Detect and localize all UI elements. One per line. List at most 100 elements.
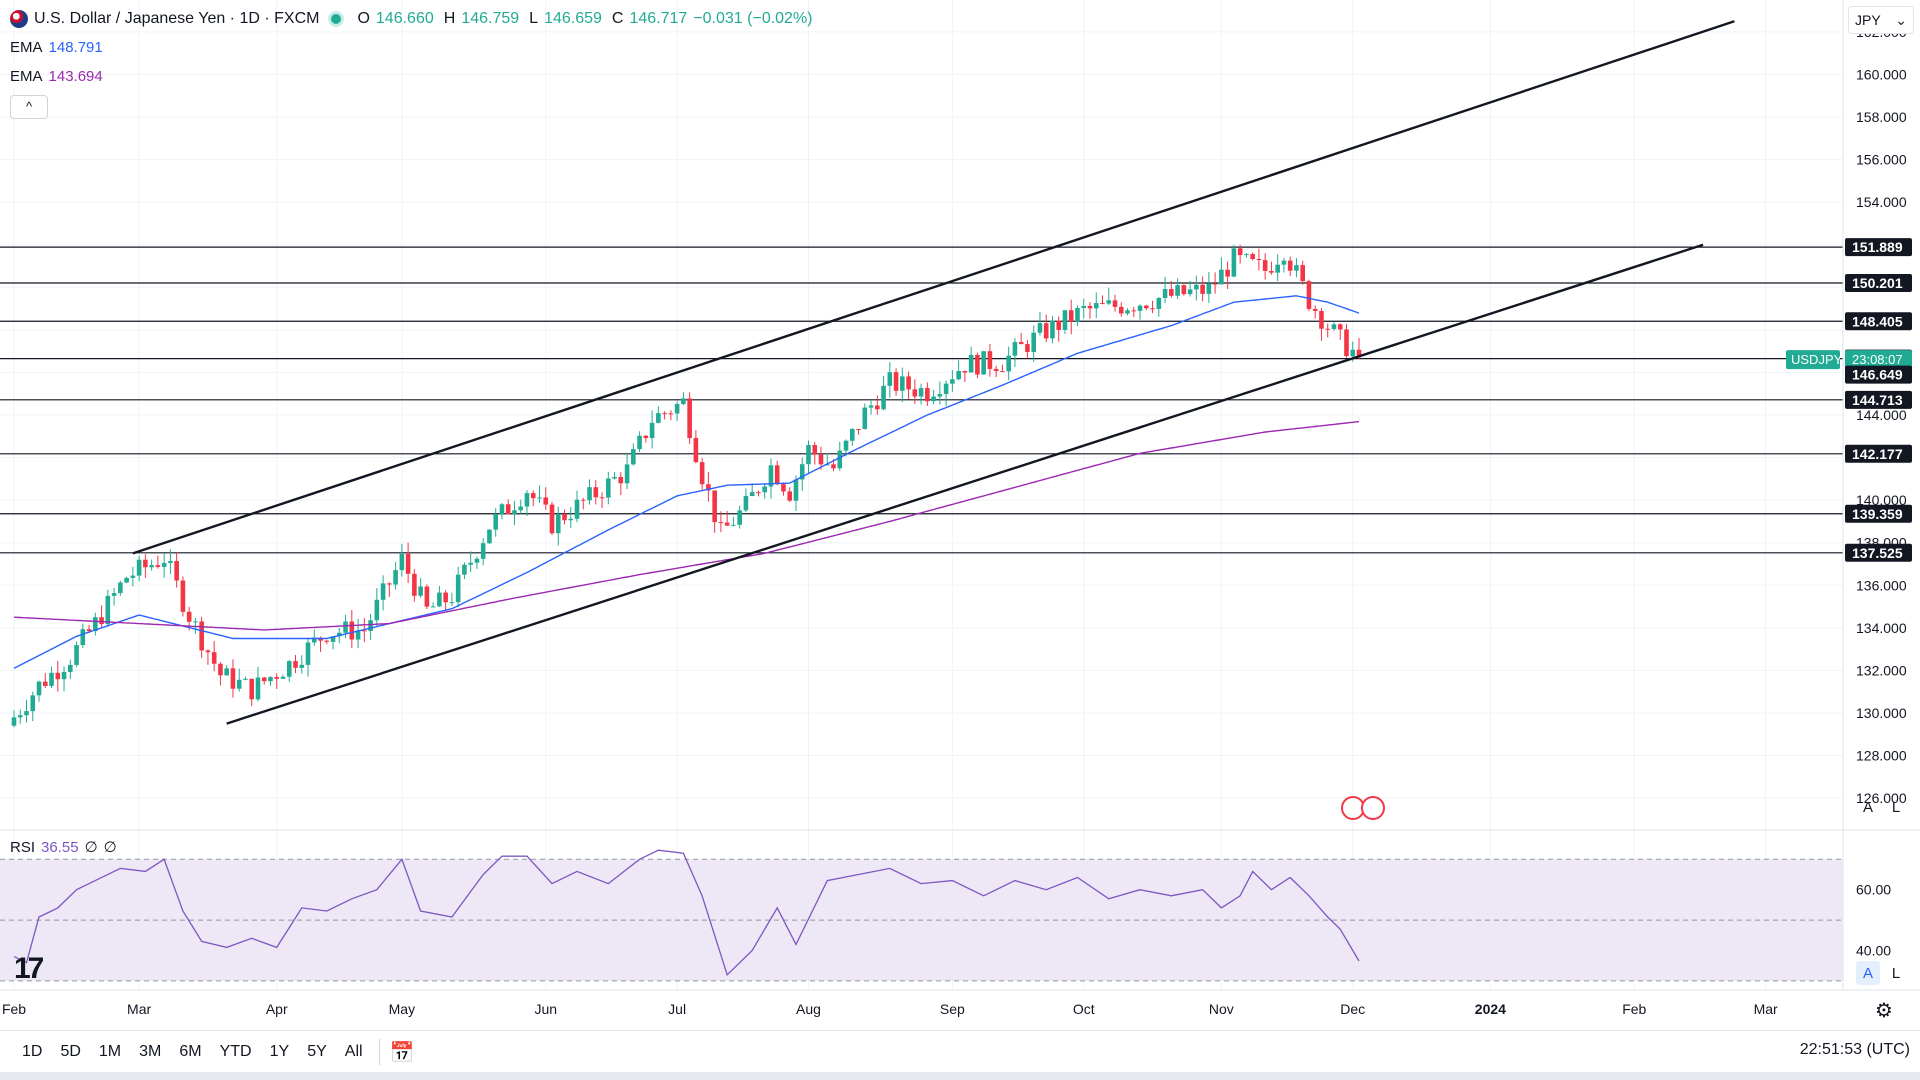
time-tick-label: Mar xyxy=(127,1001,151,1017)
price-tick-label: 128.000 xyxy=(1856,748,1907,764)
candle xyxy=(868,405,874,408)
candle xyxy=(768,465,774,487)
symbol-tag-label: USDJPY xyxy=(1791,352,1843,367)
candle xyxy=(61,672,67,680)
rsi-legend[interactable]: RSI 36.55 ∅ ∅ xyxy=(10,838,117,856)
candle xyxy=(1056,320,1062,330)
candle xyxy=(774,465,780,485)
symbol-title[interactable]: U.S. Dollar / Japanese Yen · 1D · FXCM xyxy=(34,10,320,27)
range-ytd-button[interactable]: YTD xyxy=(219,1043,252,1060)
low-value: 146.659 xyxy=(544,10,602,27)
currency-select[interactable]: JPY ⌄ xyxy=(1848,6,1914,34)
candle xyxy=(136,559,142,576)
candle xyxy=(731,524,736,526)
time-tick-label: Feb xyxy=(1622,1001,1646,1017)
candle xyxy=(681,398,686,405)
lower-channel-trendline xyxy=(226,243,1704,725)
candle xyxy=(255,677,261,700)
range-6m-button[interactable]: 6M xyxy=(179,1043,202,1060)
settings-gear-icon[interactable]: ⚙ xyxy=(1875,999,1893,1022)
candle xyxy=(1244,254,1249,256)
log-scale-button[interactable]: L xyxy=(1891,798,1901,816)
candle xyxy=(1156,298,1162,309)
utc-clock[interactable]: 22:51:53 (UTC) xyxy=(1799,1041,1910,1058)
chart-legend: U.S. Dollar / Japanese Yen · 1D · FXCM O… xyxy=(10,8,813,119)
rsi-log-scale-button[interactable]: L xyxy=(1891,964,1901,982)
candle xyxy=(631,449,636,465)
auto-scale-button[interactable]: A xyxy=(1862,798,1873,816)
candle xyxy=(1200,284,1205,294)
current-price-tag xyxy=(1845,350,1912,370)
candle xyxy=(637,435,642,450)
candle xyxy=(1350,349,1356,357)
high-label: H xyxy=(443,10,456,27)
calendar-icon[interactable]: 📅 xyxy=(389,1041,415,1064)
price-tick-label: 136.000 xyxy=(1856,577,1907,593)
candle xyxy=(1131,310,1137,312)
candle xyxy=(1325,328,1331,330)
candle xyxy=(368,620,373,631)
candle xyxy=(906,376,911,390)
candle xyxy=(1269,270,1274,273)
candle xyxy=(505,504,511,515)
candle xyxy=(993,368,999,372)
price-tick-label: 132.000 xyxy=(1856,662,1907,678)
range-all-button[interactable]: All xyxy=(344,1043,363,1060)
candle xyxy=(1194,284,1199,290)
candle xyxy=(168,560,173,563)
candle xyxy=(405,553,411,574)
time-tick-label: Aug xyxy=(796,1001,821,1017)
rsi-line xyxy=(13,849,1360,976)
candle xyxy=(499,504,505,514)
candle xyxy=(236,679,242,689)
candle xyxy=(624,464,630,484)
candle xyxy=(299,664,305,668)
candle xyxy=(11,717,17,726)
candle xyxy=(1231,248,1237,277)
candle xyxy=(1256,259,1262,261)
candle xyxy=(149,565,154,568)
candle xyxy=(30,695,36,712)
candle xyxy=(1294,265,1299,271)
candle xyxy=(518,506,524,511)
price-tick-label: 156.000 xyxy=(1856,152,1907,168)
candle xyxy=(1219,269,1224,285)
candle xyxy=(787,491,793,501)
candle xyxy=(687,398,692,439)
candle xyxy=(912,389,918,397)
candle xyxy=(224,668,229,676)
range-5d-button[interactable]: 5D xyxy=(60,1043,81,1060)
range-1y-button[interactable]: 1Y xyxy=(269,1043,290,1060)
candle xyxy=(925,388,930,402)
range-5y-button[interactable]: 5Y xyxy=(307,1043,327,1060)
change-value: −0.031 (−0.02%) xyxy=(693,10,813,27)
candle xyxy=(950,379,955,384)
rsi-auto-scale-button[interactable]: A xyxy=(1856,961,1880,985)
candle xyxy=(143,559,148,568)
candle xyxy=(812,445,818,455)
candle xyxy=(249,678,255,700)
level-tag xyxy=(1845,274,1912,293)
ema-slow-value: 143.694 xyxy=(48,68,103,85)
collapse-legend-button[interactable]: ^ xyxy=(10,95,48,119)
rsi-value: 36.55 xyxy=(41,839,79,856)
candle xyxy=(80,629,86,646)
candle xyxy=(1150,308,1155,310)
range-1m-button[interactable]: 1M xyxy=(98,1043,122,1060)
candle xyxy=(712,490,717,523)
candle xyxy=(555,514,561,534)
range-3m-button[interactable]: 3M xyxy=(139,1043,162,1060)
candle xyxy=(900,376,905,391)
candle xyxy=(1100,303,1105,305)
ema-fast-legend[interactable]: EMA 148.791 xyxy=(10,37,813,59)
price-tick-label: 126.000 xyxy=(1856,790,1907,806)
range-1d-button[interactable]: 1D xyxy=(22,1043,43,1060)
candle xyxy=(1037,323,1043,333)
candle xyxy=(274,677,280,679)
candle xyxy=(1018,342,1024,345)
tradingview-logo[interactable]: 17 xyxy=(14,952,44,985)
candle xyxy=(649,422,655,439)
ema-slow-legend[interactable]: EMA 143.694 xyxy=(10,66,813,88)
level-tag xyxy=(1845,390,1912,409)
